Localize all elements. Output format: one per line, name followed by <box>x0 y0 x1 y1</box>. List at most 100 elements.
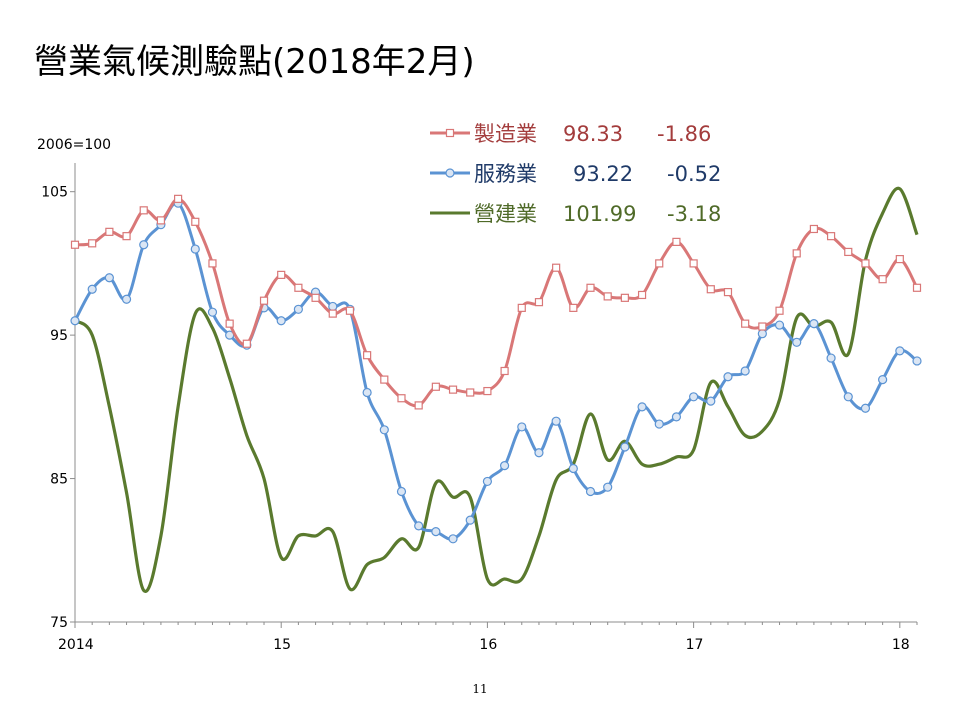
data-point <box>482 476 493 487</box>
data-point <box>534 298 544 307</box>
data-point <box>860 403 871 413</box>
x-tick-label: 18 <box>892 637 910 653</box>
data-point <box>534 448 544 458</box>
data-point <box>775 306 784 315</box>
data-point <box>363 351 372 360</box>
data-point <box>122 232 131 241</box>
data-point <box>740 366 750 376</box>
data-point <box>655 259 664 268</box>
data-point <box>878 275 887 284</box>
data-point <box>397 394 406 403</box>
data-point <box>620 442 630 452</box>
data-point <box>431 382 440 391</box>
data-point <box>809 319 819 329</box>
data-point <box>603 292 612 301</box>
series-line <box>74 197 919 408</box>
x-tick-label: 15 <box>273 637 291 653</box>
data-point <box>311 293 320 302</box>
data-point <box>895 346 905 356</box>
data-point <box>70 316 80 326</box>
data-point <box>466 388 475 397</box>
data-point <box>809 224 818 234</box>
data-point <box>499 461 510 471</box>
data-point <box>758 322 767 331</box>
data-point <box>121 294 132 304</box>
data-point <box>294 283 303 292</box>
legend-change: -1.86 <box>657 122 711 146</box>
data-point <box>826 353 836 363</box>
data-point <box>414 521 424 531</box>
legend-item-1: 製造業 98.33 -1.86 <box>430 122 711 146</box>
data-point <box>345 306 355 315</box>
data-point <box>517 422 527 432</box>
legend-value: 93.22 <box>573 162 633 186</box>
data-point <box>276 316 286 326</box>
legend-value: 98.33 <box>563 122 623 146</box>
legend-label: 製造業 <box>474 122 537 146</box>
y-tick-label: 85 <box>50 472 68 488</box>
data-point <box>586 283 595 292</box>
data-point <box>861 259 870 268</box>
data-point <box>362 387 372 398</box>
data-point <box>757 329 767 339</box>
data-point <box>723 287 733 297</box>
chart-axes: 75 85 95 105 2014 15 16 17 18 <box>41 163 918 653</box>
data-point <box>328 301 338 312</box>
data-point <box>483 386 492 396</box>
data-point <box>603 482 613 492</box>
page-number: 11 <box>472 682 488 696</box>
data-point <box>174 194 183 203</box>
legend-item-3: 營建業 101.99 -3.18 <box>430 202 721 226</box>
data-point <box>671 412 682 422</box>
data-point <box>517 303 526 312</box>
data-point <box>912 283 922 292</box>
data-point <box>689 259 698 268</box>
data-point <box>585 486 596 497</box>
series-layer <box>70 186 922 594</box>
series-1 <box>70 194 922 410</box>
legend-change: -3.18 <box>667 202 721 226</box>
chart-legend: 製造業 98.33 -1.86 服務業 93.22 -0.52 營建業 101.99 -3.18 <box>430 122 721 226</box>
data-point <box>706 396 716 406</box>
data-point <box>723 372 733 382</box>
data-point <box>620 293 629 302</box>
legend-label: 營建業 <box>474 202 537 226</box>
data-point <box>878 374 888 385</box>
y-tick-label: 75 <box>50 615 68 631</box>
data-point <box>551 416 561 426</box>
data-point <box>88 239 97 248</box>
x-tick-label: 2014 <box>58 637 94 653</box>
data-point <box>139 240 149 250</box>
x-tick-label: 16 <box>479 637 497 653</box>
data-point <box>448 534 458 544</box>
legend-item-2: 服務業 93.22 -0.52 <box>430 162 721 186</box>
chart-title: 營業氣候測驗點(2018年2月) <box>34 42 475 82</box>
y-tick-label: 105 <box>41 185 68 201</box>
data-point <box>465 515 475 525</box>
data-point <box>654 419 664 429</box>
y-tick-label: 95 <box>50 328 68 344</box>
data-point <box>689 392 699 402</box>
data-point <box>672 237 681 246</box>
data-point <box>207 307 218 317</box>
data-point <box>741 319 750 328</box>
data-point <box>380 375 389 384</box>
data-point <box>70 240 80 249</box>
legend-change: -0.52 <box>667 162 721 186</box>
data-point <box>139 206 148 215</box>
data-point <box>826 232 836 241</box>
data-point <box>328 309 337 318</box>
data-point <box>912 356 922 366</box>
data-point <box>396 486 407 497</box>
data-point <box>156 216 166 225</box>
data-point <box>191 217 200 226</box>
data-point <box>568 463 578 474</box>
data-point <box>448 385 458 394</box>
data-point <box>792 337 802 347</box>
legend-marker <box>445 128 455 138</box>
data-point <box>431 527 441 537</box>
data-point <box>414 401 423 410</box>
data-point <box>104 273 114 283</box>
legend-marker <box>445 168 455 178</box>
